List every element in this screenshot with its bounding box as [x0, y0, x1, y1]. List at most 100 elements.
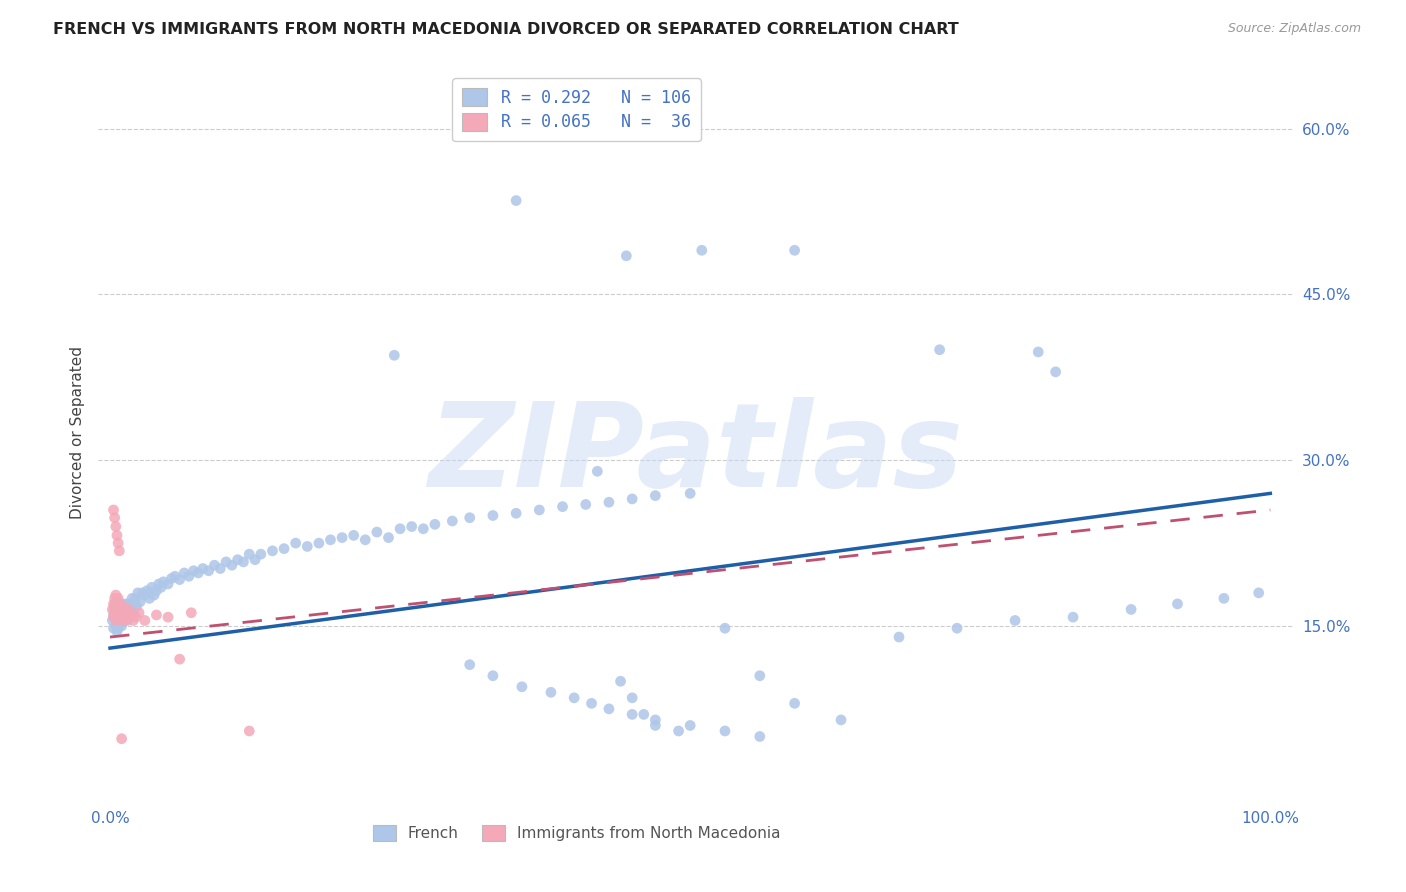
Point — [366, 524, 388, 539]
Point — [107, 599, 129, 613]
Point — [330, 531, 353, 545]
Point — [111, 607, 134, 622]
Point — [621, 707, 644, 722]
Point — [441, 514, 464, 528]
Y-axis label: Divorced or Separated: Divorced or Separated — [69, 346, 84, 519]
Point — [668, 723, 690, 738]
Point — [103, 607, 125, 622]
Point — [221, 558, 243, 573]
Point — [621, 491, 644, 506]
Point — [458, 510, 481, 524]
Point — [104, 597, 127, 611]
Point — [238, 547, 260, 561]
Point — [482, 669, 505, 683]
Point — [540, 685, 562, 699]
Point — [830, 713, 852, 727]
Point — [343, 528, 366, 542]
Point — [124, 610, 146, 624]
Point — [586, 464, 609, 478]
Point — [748, 669, 770, 683]
Point — [104, 605, 127, 619]
Point — [120, 607, 142, 622]
Point — [117, 597, 139, 611]
Point — [110, 610, 132, 624]
Point — [1166, 597, 1188, 611]
Text: Source: ZipAtlas.com: Source: ZipAtlas.com — [1227, 22, 1361, 36]
Point — [108, 597, 131, 611]
Point — [117, 614, 139, 628]
Point — [136, 583, 159, 598]
Text: ZIPatlas: ZIPatlas — [429, 397, 963, 512]
Point — [529, 503, 551, 517]
Point — [783, 697, 806, 711]
Point — [177, 569, 200, 583]
Point — [112, 599, 135, 613]
Text: FRENCH VS IMMIGRANTS FROM NORTH MACEDONIA DIVORCED OR SEPARATED CORRELATION CHAR: FRENCH VS IMMIGRANTS FROM NORTH MACEDONI… — [53, 22, 959, 37]
Point — [124, 591, 146, 606]
Point — [1247, 586, 1270, 600]
Point — [104, 519, 127, 533]
Point — [928, 343, 950, 357]
Point — [103, 503, 125, 517]
Point — [354, 533, 377, 547]
Point — [482, 508, 505, 523]
Point — [273, 541, 295, 556]
Point — [644, 718, 666, 732]
Point — [104, 599, 127, 613]
Point — [226, 552, 249, 566]
Point — [143, 588, 166, 602]
Point — [105, 602, 128, 616]
Point — [118, 606, 141, 620]
Point — [191, 561, 214, 575]
Point — [115, 610, 138, 624]
Point — [551, 500, 574, 514]
Point — [250, 547, 273, 561]
Point — [152, 574, 174, 589]
Point — [112, 607, 135, 622]
Point — [297, 540, 319, 554]
Point — [128, 606, 150, 620]
Point — [124, 597, 146, 611]
Point — [138, 591, 160, 606]
Point — [108, 606, 131, 620]
Point — [101, 614, 124, 628]
Point — [423, 517, 446, 532]
Point — [125, 599, 148, 613]
Point — [108, 616, 131, 631]
Point — [103, 621, 125, 635]
Point — [107, 591, 129, 606]
Point — [183, 564, 205, 578]
Point — [377, 531, 399, 545]
Point — [412, 522, 434, 536]
Point — [173, 566, 195, 580]
Point — [575, 498, 598, 512]
Point — [103, 597, 125, 611]
Point — [105, 610, 128, 624]
Point — [262, 544, 284, 558]
Point — [163, 569, 186, 583]
Point — [169, 652, 191, 666]
Point — [679, 486, 702, 500]
Point — [111, 731, 134, 746]
Point — [110, 602, 132, 616]
Point — [1062, 610, 1084, 624]
Point — [111, 614, 134, 628]
Point — [458, 657, 481, 672]
Point — [598, 495, 620, 509]
Point — [157, 610, 180, 624]
Point — [145, 583, 167, 598]
Point — [107, 610, 129, 624]
Point — [510, 680, 533, 694]
Point — [122, 614, 145, 628]
Point — [783, 244, 806, 258]
Point — [104, 614, 127, 628]
Point — [105, 614, 128, 628]
Point — [115, 597, 138, 611]
Point — [117, 602, 139, 616]
Point — [633, 707, 655, 722]
Point — [129, 595, 152, 609]
Point — [104, 591, 127, 606]
Point — [105, 602, 128, 616]
Point — [114, 614, 136, 628]
Point — [180, 606, 202, 620]
